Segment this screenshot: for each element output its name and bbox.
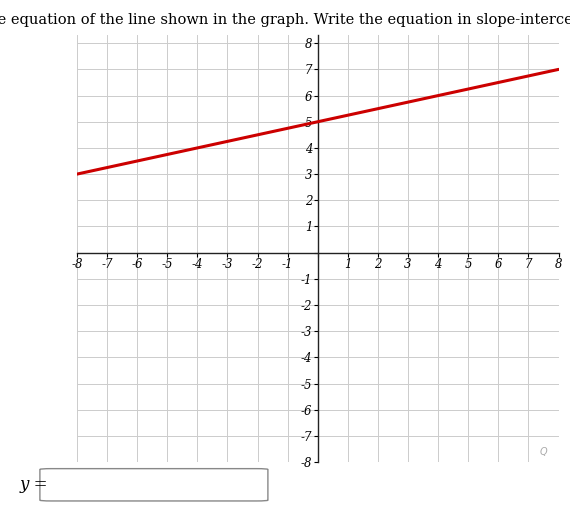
Text: y =: y = [20, 476, 48, 493]
Text: Q: Q [540, 446, 547, 457]
Text: Write the equation of the line shown in the graph. Write the equation in slope-i: Write the equation of the line shown in … [0, 13, 570, 27]
FancyBboxPatch shape [40, 469, 268, 501]
